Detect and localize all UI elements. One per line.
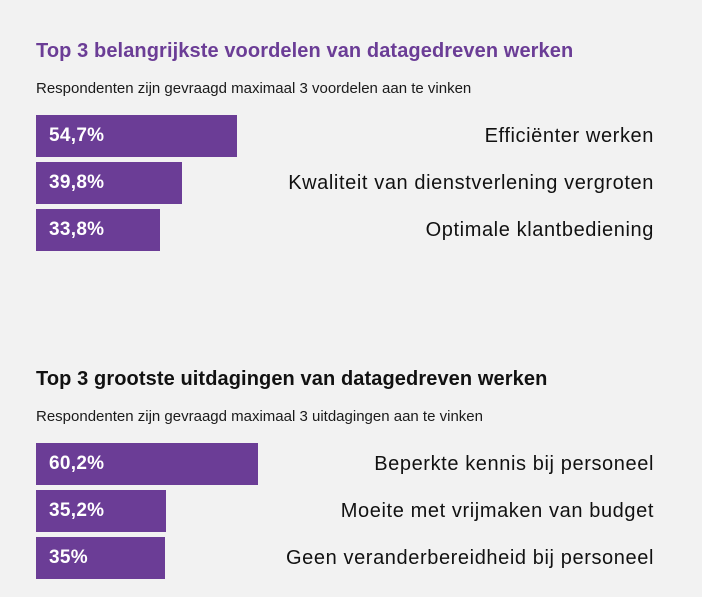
bar-value-label: 39,8% [49,172,105,193]
chart-uitdagingen: Top 3 grootste uitdagingen van datagedre… [36,366,656,584]
chart-title: Top 3 belangrijkste voordelen van datage… [36,40,574,62]
bar [36,162,182,204]
bar-value-label: 60,2% [49,453,105,474]
bar [36,490,166,532]
category-label: Beperkte kennis bij personeel [374,453,654,475]
category-label: Geen veranderbereidheid bij personeel [286,547,654,569]
bar-row: 35% Geen veranderbereidheid bij personee… [36,537,656,579]
category-label: Moeite met vrijmaken van budget [340,500,654,522]
bar [36,115,237,157]
bar-value-label: 35% [49,547,88,568]
bar-row: 39,8% Kwaliteit van dienstverlening verg… [36,162,656,204]
category-label: Optimale klantbediening [425,219,654,241]
bar [36,209,160,251]
bar-value-label: 35,2% [49,500,105,521]
chart-voordelen: Top 3 belangrijkste voordelen van datage… [36,38,656,256]
bar-row: 54,7% Efficiënter werken [36,115,656,157]
bar-rows: 60,2% Beperkte kennis bij personeel 35,2… [36,443,656,579]
bar-row: 33,8% Optimale klantbediening [36,209,656,251]
chart-subtitle: Respondenten zijn gevraagd maximaal 3 ui… [36,408,483,425]
bar [36,443,258,485]
bar-row: 60,2% Beperkte kennis bij personeel [36,443,656,485]
bar-value-label: 33,8% [49,219,105,240]
bar-value-label: 54,7% [49,125,105,146]
bar-row: 35,2% Moeite met vrijmaken van budget [36,490,656,532]
category-label: Efficiënter werken [484,125,654,147]
category-label: Kwaliteit van dienstverlening vergroten [288,172,654,194]
bar [36,537,165,579]
chart-subtitle: Respondenten zijn gevraagd maximaal 3 vo… [36,80,472,97]
bar-rows: 54,7% Efficiënter werken 39,8% Kwaliteit… [36,115,656,251]
chart-title: Top 3 grootste uitdagingen van datagedre… [36,368,548,390]
